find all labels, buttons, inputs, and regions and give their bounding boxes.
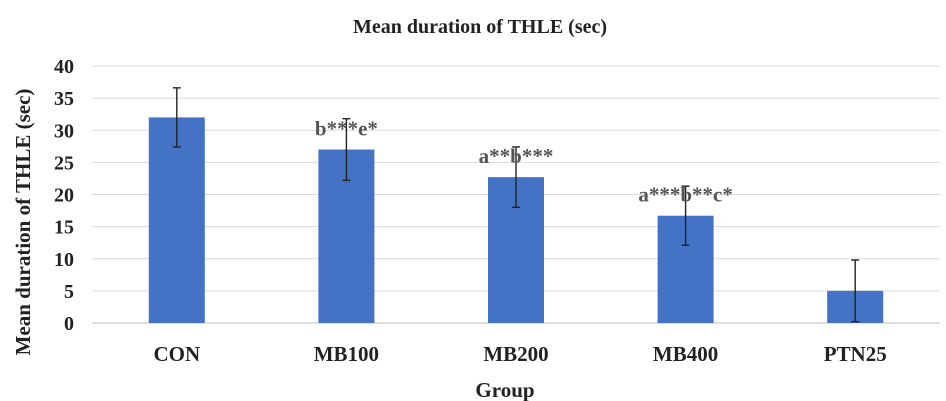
category-label-ptn25: PTN25 — [824, 342, 887, 366]
error-bar-mb400 — [681, 185, 690, 246]
y-tick-label: 0 — [64, 313, 74, 335]
y-tick-label: 10 — [54, 249, 74, 271]
bar-annotations: b***e* a**b*** a***b**c* — [315, 117, 733, 207]
y-tick-label: 20 — [54, 185, 74, 207]
error-bar-mb100 — [342, 117, 351, 182]
error-bars — [172, 87, 860, 323]
annotation-mb200: a**b*** — [479, 144, 554, 168]
category-label-mb200: MB200 — [483, 342, 548, 366]
category-label-mb100: MB100 — [314, 342, 379, 366]
y-tick-label: 30 — [54, 120, 74, 142]
y-tick-label: 15 — [54, 217, 74, 239]
error-bar-ptn25 — [851, 259, 860, 323]
y-tick-label: 35 — [54, 88, 74, 110]
chart-title: Mean duration of THLE (sec) — [353, 16, 607, 38]
error-bar-con — [172, 87, 181, 148]
category-label-con: CON — [153, 342, 200, 366]
x-axis-label: Group — [475, 378, 534, 401]
y-axis-label: Mean duration of THLE (sec) — [11, 89, 35, 356]
bar-con — [148, 117, 205, 324]
y-tick-label: 25 — [54, 152, 74, 174]
x-axis-categories: CON MB100 MB200 MB400 PTN25 — [153, 342, 886, 366]
error-bar-mb200 — [512, 146, 520, 209]
y-tick-label: 40 — [54, 56, 74, 78]
y-tick-label: 5 — [64, 281, 74, 303]
category-label-mb400: MB400 — [653, 342, 718, 366]
annotation-mb100: b***e* — [315, 117, 378, 141]
y-axis-ticks: 0 5 10 15 20 25 30 35 40 — [54, 56, 74, 335]
annotation-mb400: a***b**c* — [638, 183, 733, 207]
